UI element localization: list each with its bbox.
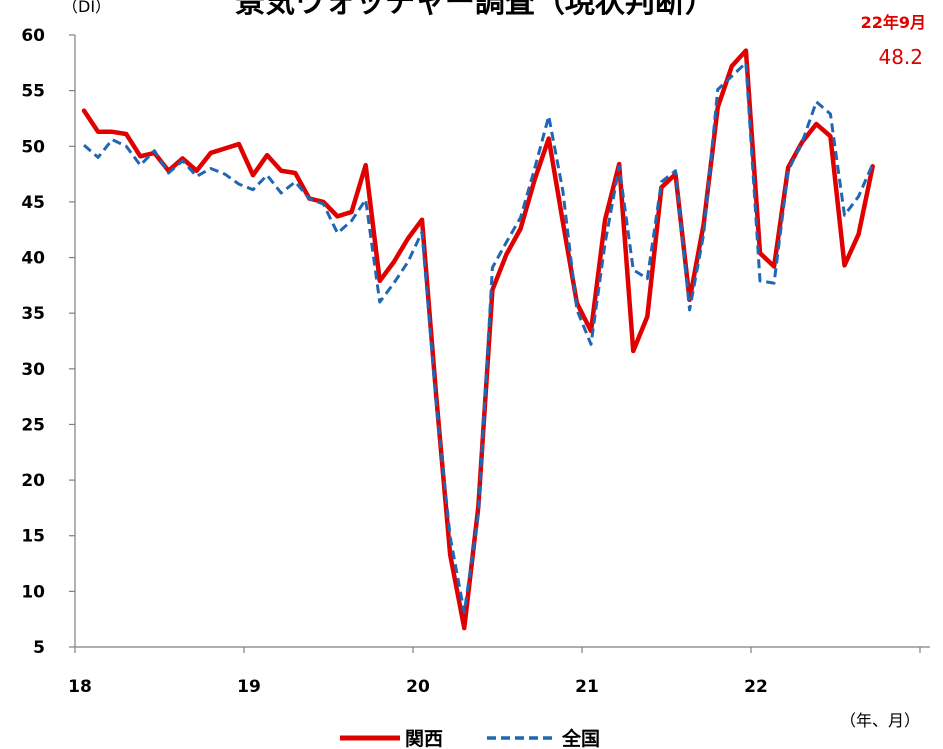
x-tick-label: 22 xyxy=(744,677,768,697)
x-tick-label: 18 xyxy=(68,677,92,697)
y-tick-label: 5 xyxy=(33,638,45,658)
series-layer xyxy=(81,48,875,631)
chart-title: 景気ウォッチャー調査（現状判断） xyxy=(235,0,715,20)
x-tick-label: 19 xyxy=(237,677,261,697)
y-tick-label: 50 xyxy=(21,137,45,157)
y-tick-label: 45 xyxy=(21,193,45,213)
legend-label-zenkoku: 全国 xyxy=(561,727,600,749)
x-axis-ticks: 18 19 20 21 22 xyxy=(68,647,921,697)
legend-label-kansai: 関西 xyxy=(405,728,443,749)
y-axis: 5 10 15 20 25 30 35 40 45 50 55 60 xyxy=(21,26,76,658)
y-tick-label: 15 xyxy=(21,527,45,547)
x-tick-label: 20 xyxy=(406,677,430,697)
y-tick-label: 60 xyxy=(21,26,45,46)
x-tick-label: 21 xyxy=(575,677,599,697)
x-axis: 18 19 20 21 22 xyxy=(68,646,930,697)
y-tick-label: 40 xyxy=(21,249,45,269)
y-tick-label: 30 xyxy=(21,360,45,380)
y-tick-label: 35 xyxy=(21,304,45,324)
y-axis-unit-label: （DI） xyxy=(62,0,111,16)
y-axis-ticks: 5 10 15 20 25 30 35 40 45 50 55 60 xyxy=(21,26,75,658)
legend: 関西 全国 xyxy=(340,727,600,749)
series-line-zenkoku xyxy=(83,61,875,615)
annotation-date-label: 22年9月 xyxy=(861,13,926,32)
annotation-value-label: 48.2 xyxy=(878,45,923,69)
y-tick-label: 10 xyxy=(21,582,45,602)
y-tick-label: 55 xyxy=(21,82,45,102)
y-tick-label: 25 xyxy=(21,415,45,435)
x-axis-unit-label: （年、月） xyxy=(840,711,920,730)
y-tick-label: 20 xyxy=(21,471,45,491)
